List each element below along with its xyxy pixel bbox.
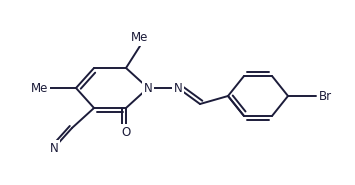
Text: O: O <box>121 125 131 139</box>
Text: Br: Br <box>319 90 332 102</box>
Text: Me: Me <box>31 82 48 95</box>
Text: Me: Me <box>131 31 149 44</box>
Text: N: N <box>144 82 152 95</box>
Text: N: N <box>50 142 58 154</box>
Text: N: N <box>174 82 182 95</box>
